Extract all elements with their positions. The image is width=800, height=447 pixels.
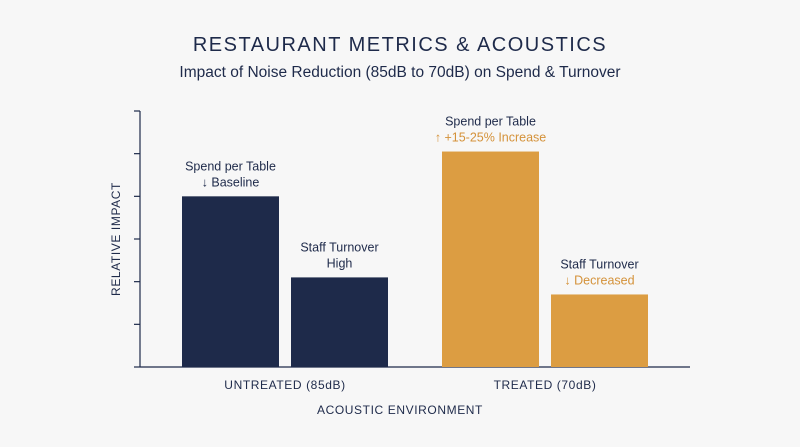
bar-annotation-label: ↓ Decreased	[564, 273, 634, 287]
chart-title: RESTAURANT METRICS & ACOUSTICS	[192, 34, 608, 56]
bar-untreated-spend	[182, 196, 279, 367]
x-axis-title: ACOUSTIC ENVIRONMENT	[317, 403, 483, 417]
bar-name-label: Staff Turnover	[560, 257, 638, 271]
bar-name-label: Staff Turnover	[300, 240, 378, 254]
bar-name-label: Spend per Table	[185, 159, 276, 173]
y-axis-title: RELATIVE IMPACT	[109, 182, 123, 296]
x-category-label: TREATED (70dB)	[494, 378, 597, 392]
bar-name-label: Spend per Table	[445, 115, 536, 129]
bar-treated-spend	[442, 151, 539, 367]
bars	[182, 151, 648, 367]
bar-annotation-label: High	[327, 256, 353, 270]
bar-annotation-label: ↑ +15-25% Increase	[435, 131, 547, 145]
bar-annotation-label: ↓ Baseline	[202, 175, 260, 189]
bar-treated-turnover	[551, 294, 648, 367]
chart-subtitle: Impact of Noise Reduction (85dB to 70dB)…	[179, 64, 621, 81]
x-category-label: UNTREATED (85dB)	[224, 378, 345, 392]
bar-labels: Spend per Table ↓ Baseline Staff Turnover H…	[185, 115, 639, 288]
axis-labels: UNTREATED (85dB) TREATED (70dB) ACOUSTIC E…	[109, 182, 596, 417]
bar-untreated-turnover	[291, 277, 388, 367]
